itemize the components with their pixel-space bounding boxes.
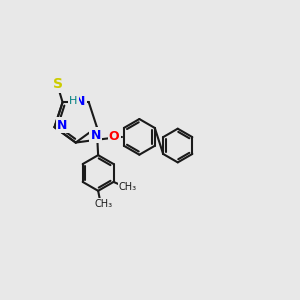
Text: CH₃: CH₃ <box>118 182 137 192</box>
Text: N: N <box>57 119 68 132</box>
Text: O: O <box>109 130 119 143</box>
Text: N: N <box>91 129 101 142</box>
Text: S: S <box>52 77 63 92</box>
Text: H: H <box>69 96 78 106</box>
Text: N: N <box>75 94 85 107</box>
Text: CH₃: CH₃ <box>94 200 112 209</box>
